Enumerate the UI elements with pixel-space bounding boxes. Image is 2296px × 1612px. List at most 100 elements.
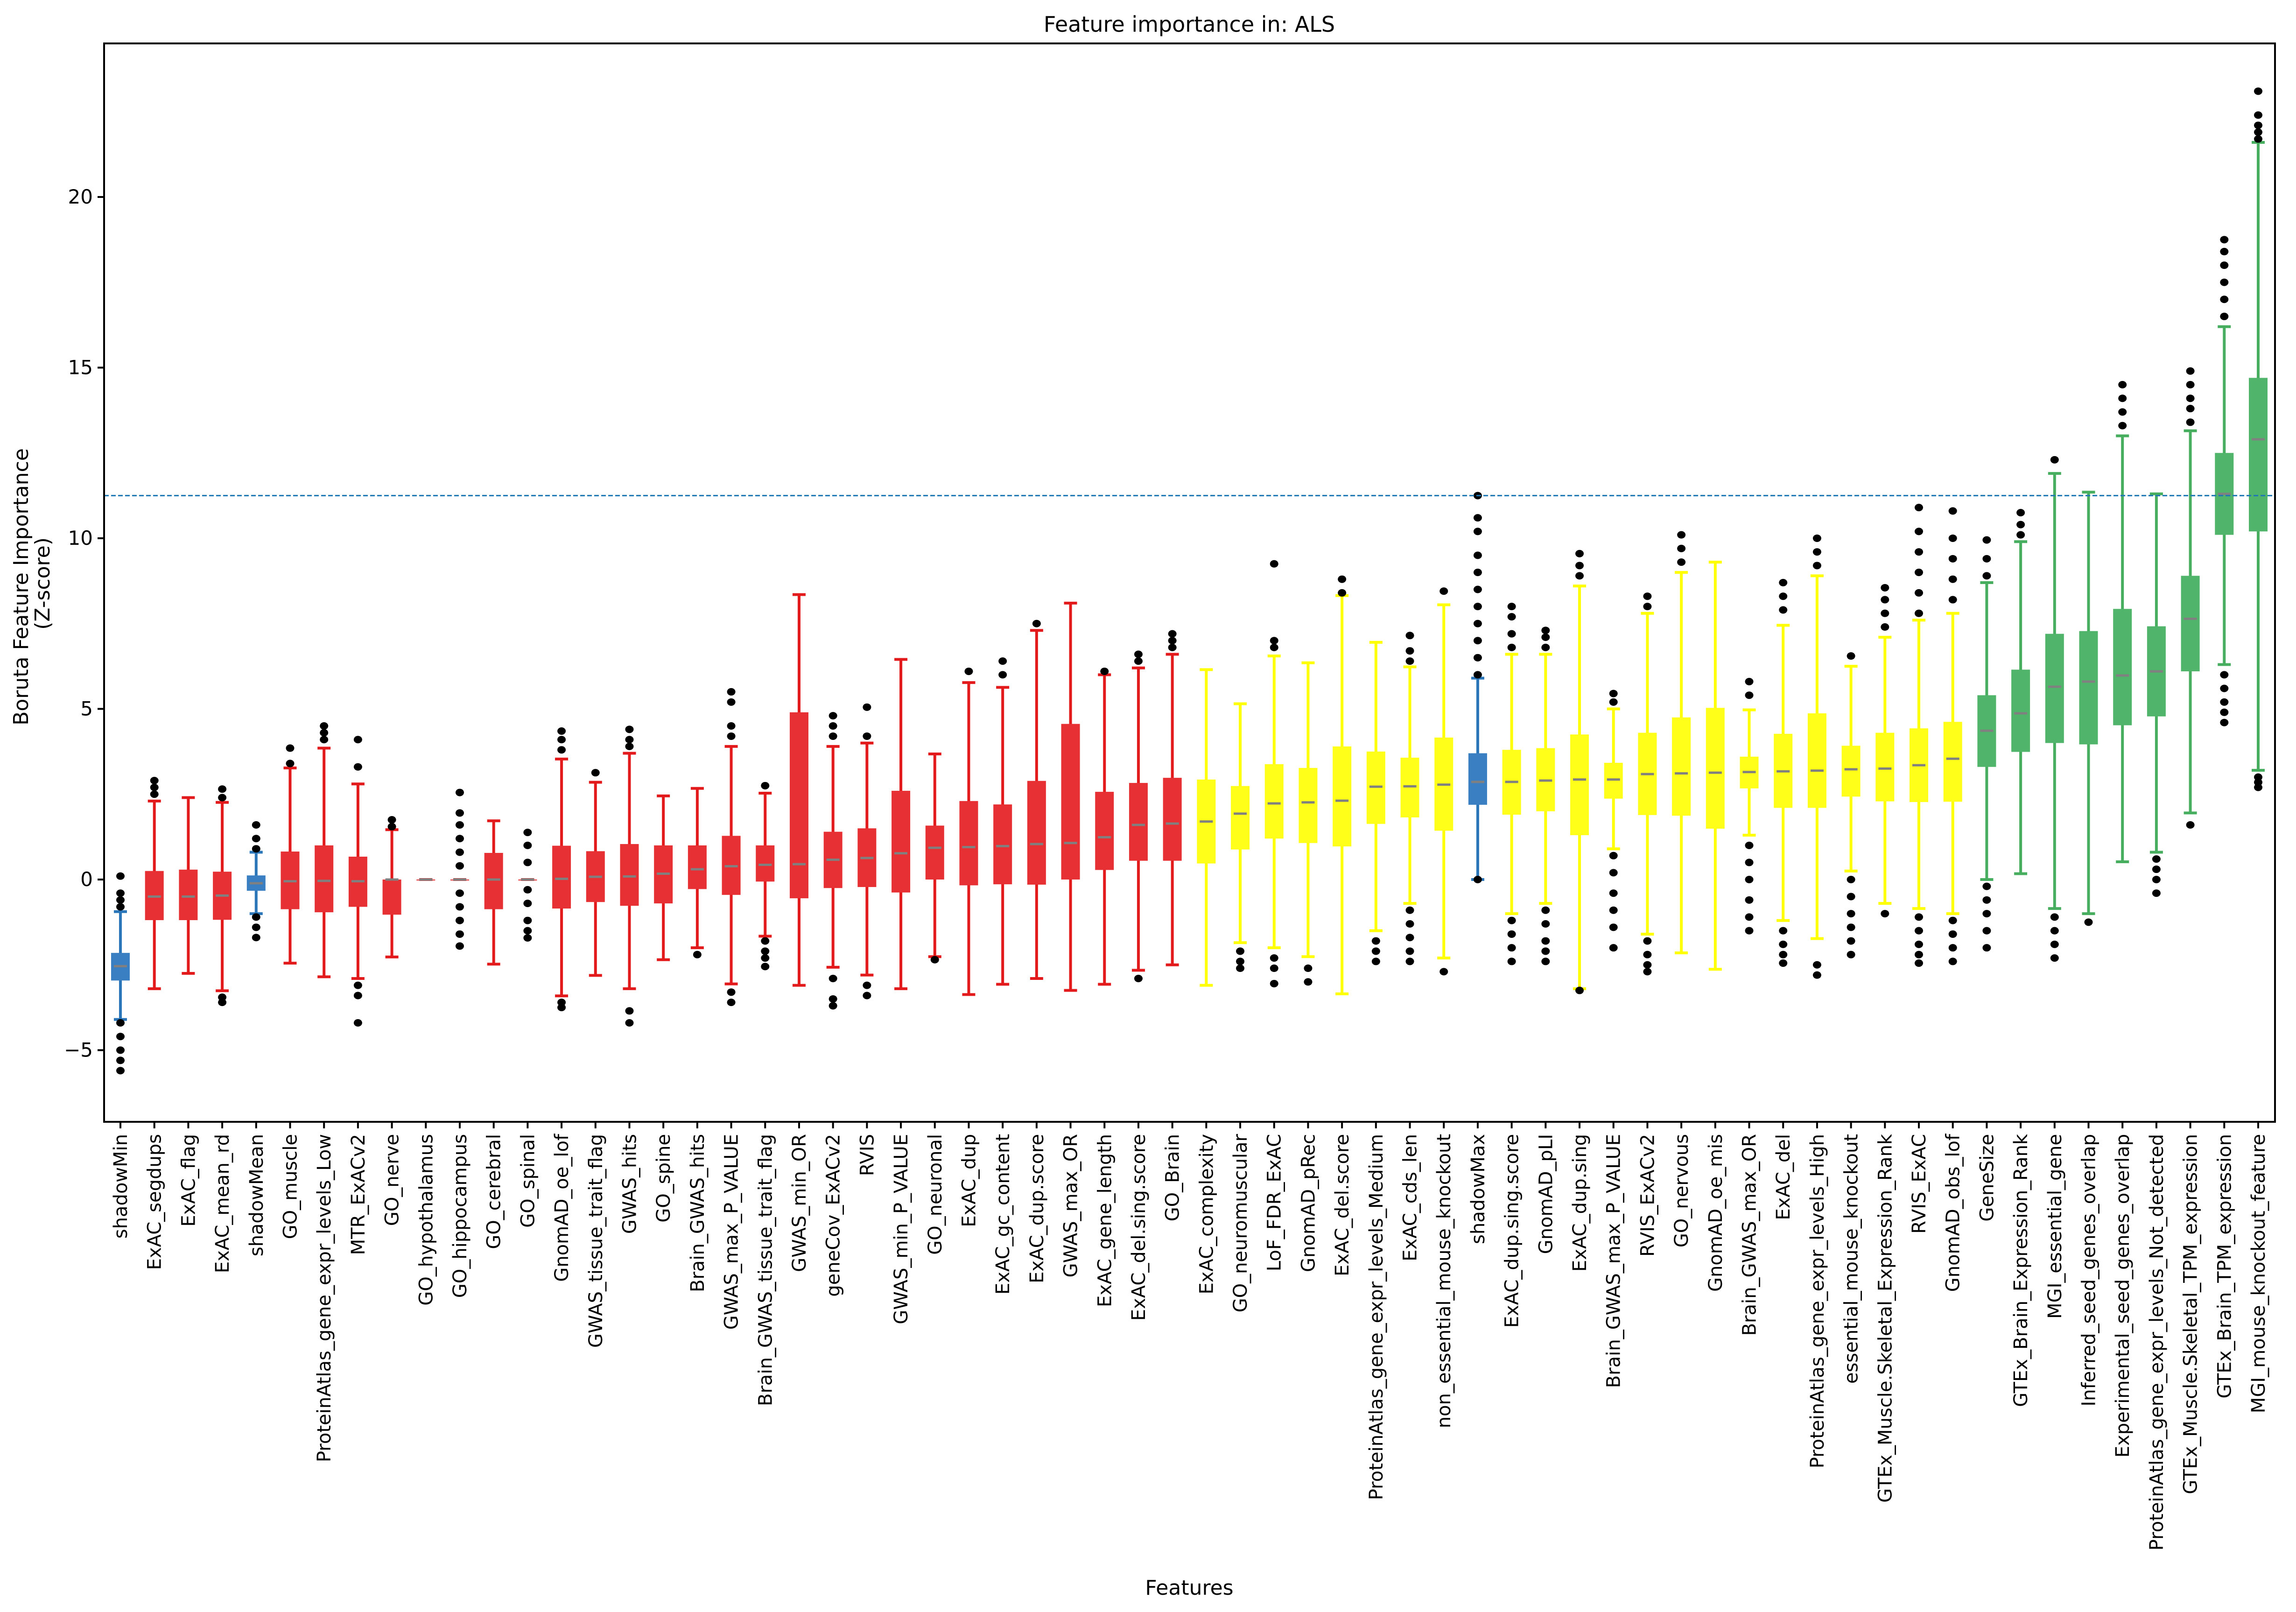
outlier-point	[1982, 572, 1991, 580]
outlier-point	[2050, 927, 2059, 935]
outlier-point	[625, 742, 634, 750]
x-tick-label: GWAS_min_OR	[789, 1134, 810, 1272]
x-tick-label: MTR_ExACv2	[348, 1134, 369, 1255]
outlier-point	[1236, 957, 1245, 965]
box-iqr	[1163, 778, 1182, 861]
box-iqr	[2079, 631, 2098, 745]
outlier-point	[1304, 964, 1313, 972]
outlier-point	[353, 736, 362, 744]
box-iqr	[993, 804, 1012, 885]
box-iqr	[1061, 724, 1080, 880]
x-tick-label: geneCov_ExACv2	[823, 1134, 844, 1297]
x-tick-label: essential_mouse_knockout	[1841, 1134, 1862, 1384]
outlier-point	[727, 999, 736, 1007]
box-ExAC_segdups	[145, 776, 164, 990]
outlier-point	[1779, 579, 1788, 586]
x-tick-label: ExAC_dup	[958, 1134, 980, 1227]
outlier-point	[1948, 575, 1957, 583]
x-tick-label: Brain_GWAS_max_P_VALUE	[1603, 1134, 1625, 1388]
outlier-point	[2152, 875, 2161, 883]
box-iqr	[892, 790, 911, 893]
outlier-point	[2050, 940, 2059, 948]
box-RVIS_ExAC	[1910, 504, 1929, 967]
outlier-point	[1915, 927, 1924, 935]
outlier-point	[557, 1004, 566, 1012]
box-Brain_GWAS_max_P_VALUE	[1604, 690, 1623, 952]
box-ExAC_gene_length	[1095, 668, 1114, 986]
outlier-point	[2220, 261, 2229, 269]
outlier-point	[455, 942, 464, 950]
outlier-point	[2016, 509, 2025, 517]
x-axis-ticks: shadowMin ExAC_segdups ExAC_flag ExAC_mean_…	[110, 1122, 2269, 1550]
box-iqr	[925, 825, 944, 880]
outlier-point	[2254, 111, 2262, 119]
box-iqr	[789, 712, 808, 899]
x-tick-label: Brain_GWAS_tissue_trait_flag	[755, 1134, 776, 1406]
outlier-point	[1371, 947, 1380, 955]
box-RVIS	[857, 703, 877, 1000]
box-ProteinAtlas_gene_expr_levels_High	[1807, 534, 1826, 979]
y-tick-label: 10	[68, 527, 93, 549]
outlier-point	[116, 1033, 125, 1041]
outlier-point	[557, 746, 566, 754]
y-axis-label-line-1: Boruta Feature Importance	[9, 448, 33, 725]
box-GO_spine	[654, 794, 673, 961]
outlier-point	[1915, 609, 1924, 617]
box-essential_mouse_knockout	[1841, 652, 1861, 958]
outlier-point	[1575, 572, 1584, 580]
outlier-point	[1982, 896, 1991, 904]
x-tick-label: GTEx_Brain_TPM_expression	[2214, 1134, 2235, 1399]
chart-title: Feature importance in: ALS	[1044, 12, 1335, 37]
outlier-point	[455, 788, 464, 796]
outlier-point	[557, 736, 566, 744]
x-tick-label: ProteinAtlas_gene_expr_levels_High	[1807, 1134, 1828, 1468]
outlier-point	[1270, 979, 1278, 987]
outlier-point	[320, 736, 329, 744]
outlier-point	[1643, 961, 1652, 969]
box-iqr	[1231, 786, 1250, 850]
outlier-point	[1473, 619, 1482, 627]
outlier-point	[353, 981, 362, 989]
box-GWAS_max_OR	[1061, 601, 1080, 992]
outlier-point	[761, 937, 770, 945]
outlier-point	[2220, 684, 2229, 692]
outlier-point	[1779, 606, 1788, 614]
x-tick-label: ExAC_dup.score	[1026, 1134, 1048, 1283]
outlier-point	[1405, 906, 1414, 914]
box-GnomAD_pLI	[1536, 626, 1555, 965]
outlier-point	[2186, 381, 2195, 389]
outlier-point	[591, 769, 600, 777]
outlier-point	[1609, 906, 1618, 914]
x-tick-label: ExAC_del	[1773, 1134, 1794, 1220]
box-GO_muscle	[281, 744, 300, 965]
outlier-point	[1473, 603, 1482, 611]
outlier-point	[1812, 961, 1821, 969]
outlier-point	[1134, 974, 1143, 982]
outlier-point	[1473, 569, 1482, 577]
outlier-point	[2220, 312, 2229, 320]
outlier-point	[2254, 778, 2262, 786]
outlier-point	[1405, 647, 1414, 655]
outlier-point	[1643, 603, 1652, 611]
x-tick-label: shadowMin	[110, 1134, 132, 1239]
outlier-point	[625, 1019, 634, 1027]
outlier-point	[998, 657, 1007, 665]
outlier-point	[2220, 247, 2229, 255]
x-tick-label: GWAS_hits	[619, 1134, 640, 1234]
outlier-point	[863, 732, 871, 740]
outlier-point	[1982, 910, 1991, 918]
outlier-point	[523, 841, 532, 849]
outlier-point	[252, 821, 260, 829]
y-tick-label: 5	[80, 697, 93, 720]
outlier-point	[1270, 964, 1278, 972]
outlier-point	[2254, 783, 2262, 791]
outlier-point	[1812, 562, 1821, 570]
box-iqr	[552, 845, 571, 909]
x-tick-label: ExAC_flag	[178, 1134, 199, 1227]
box-shadowMax	[1468, 492, 1487, 883]
outlier-point	[829, 974, 837, 982]
outlier-point	[252, 913, 260, 921]
outlier-point	[1745, 927, 1754, 935]
outlier-point	[1473, 551, 1482, 559]
outlier-point	[218, 993, 227, 1001]
